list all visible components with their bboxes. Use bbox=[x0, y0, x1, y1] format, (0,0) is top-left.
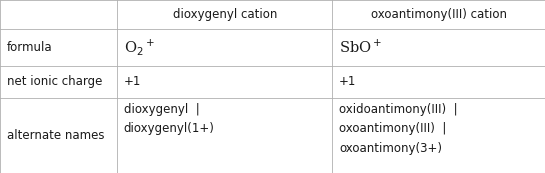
Text: dioxygenyl cation: dioxygenyl cation bbox=[173, 8, 277, 21]
Text: alternate names: alternate names bbox=[7, 129, 104, 142]
Text: O$_2$$^+$: O$_2$$^+$ bbox=[124, 37, 155, 57]
Text: oxoantimony(III) cation: oxoantimony(III) cation bbox=[371, 8, 507, 21]
Text: oxidoantimony(III)  |
oxoantimony(III)  |
oxoantimony(3+): oxidoantimony(III) | oxoantimony(III) | … bbox=[339, 103, 458, 155]
Text: dioxygenyl  |
dioxygenyl(1+): dioxygenyl | dioxygenyl(1+) bbox=[124, 103, 215, 135]
Text: formula: formula bbox=[7, 41, 52, 54]
Text: +1: +1 bbox=[339, 75, 356, 88]
Text: net ionic charge: net ionic charge bbox=[7, 75, 102, 88]
Text: +1: +1 bbox=[124, 75, 141, 88]
Text: SbO$^+$: SbO$^+$ bbox=[339, 39, 382, 56]
